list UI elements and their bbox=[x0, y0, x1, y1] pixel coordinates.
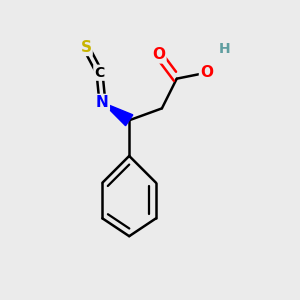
Text: S: S bbox=[81, 40, 92, 55]
Text: H: H bbox=[218, 42, 230, 56]
Polygon shape bbox=[102, 102, 133, 126]
Text: O: O bbox=[152, 47, 165, 62]
Text: O: O bbox=[200, 65, 213, 80]
Text: N: N bbox=[96, 95, 109, 110]
Text: C: C bbox=[94, 66, 105, 80]
